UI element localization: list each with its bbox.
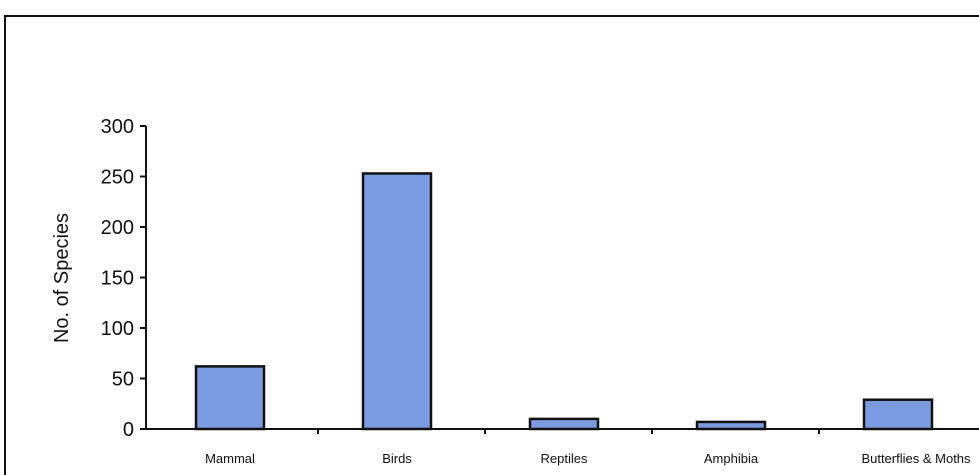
y-axis: 0 50 100 150 200 250 300: [101, 116, 147, 441]
y-tick-label: 0: [123, 419, 134, 441]
y-tick-label: 200: [101, 217, 134, 239]
bar-mammal: [194, 365, 266, 431]
bar-reptiles: [528, 417, 600, 431]
x-tick-label: Birds: [382, 451, 412, 466]
x-tick-label: Butterflies & Moths: [861, 451, 971, 466]
bar-butterflies-moths: [862, 398, 934, 431]
y-axis-title: No. of Species: [51, 213, 73, 343]
y-tick-label: 100: [101, 318, 134, 340]
bars: [194, 172, 934, 431]
x-tick-label: Reptiles: [541, 451, 588, 466]
bar-amphibia: [695, 420, 767, 431]
x-tick-label: Mammal: [205, 451, 255, 466]
y-tick-label: 250: [101, 167, 134, 189]
y-tick-label: 300: [101, 116, 134, 138]
y-tick-label: 50: [112, 369, 134, 391]
bar-birds: [361, 172, 433, 431]
chart-border: [4, 15, 979, 475]
x-tick-label: Amphibia: [704, 451, 759, 466]
x-axis: Mammal Birds Reptiles Amphibia Butterflies &…: [146, 428, 979, 466]
y-tick-label: 150: [101, 268, 134, 290]
